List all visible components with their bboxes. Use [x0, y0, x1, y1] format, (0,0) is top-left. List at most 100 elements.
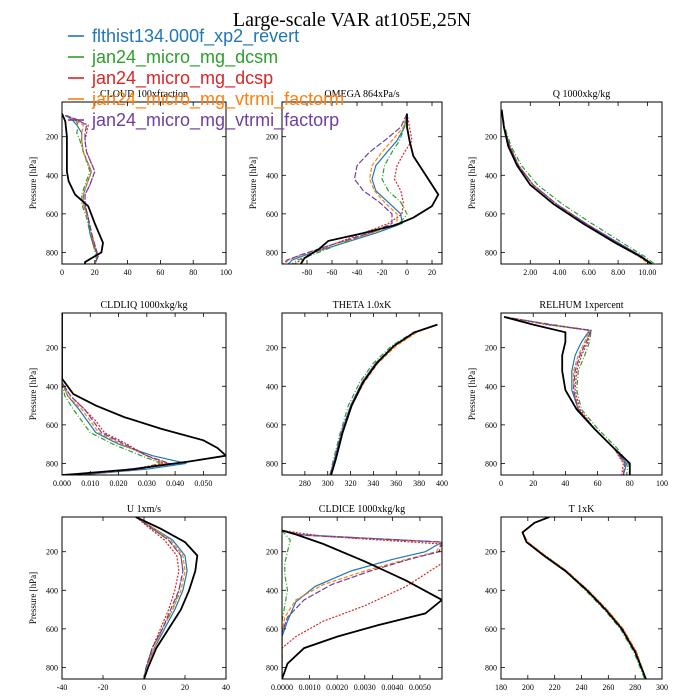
panel-1: 0 20 40 60 80 100 200 400 600 800 Pressure [hPa] CL…	[28, 89, 232, 277]
y-axis-label: Pressure [hPa]	[467, 368, 477, 420]
x-tick-label: 4.00	[553, 268, 567, 277]
series-line-3	[282, 529, 442, 679]
series-line-3	[330, 324, 438, 475]
series-line-6	[330, 323, 438, 475]
y-tick-label: 200	[46, 548, 58, 557]
series-line-6	[503, 316, 631, 475]
x-tick-label: 6.00	[582, 268, 596, 277]
series-line-3	[62, 313, 166, 475]
x-tick-label: 8.00	[611, 268, 625, 277]
plot-frame	[500, 312, 663, 476]
panel-9-lines	[521, 517, 647, 679]
x-tick-label: 60	[156, 268, 164, 277]
panel-5-lines	[329, 323, 438, 475]
panel-7: -40 -20 0 20 40 200 400 600 800 Pressure [hPa] U 1…	[28, 504, 230, 692]
y-axis-label: Pressure [hPa]	[248, 157, 258, 209]
y-axis-label: Pressure [hPa]	[28, 572, 38, 624]
plot-frame	[61, 312, 227, 476]
x-tick-label: -60	[327, 268, 338, 277]
series-line-5	[282, 113, 408, 264]
x-tick-label: 280	[299, 479, 311, 488]
panel-8: 0.0000 0.0010 0.0020 0.0030 0.0040 0.0050 200 4…	[266, 504, 443, 692]
series-line-6	[135, 517, 199, 679]
x-tick-label: 0.050	[194, 479, 212, 488]
y-axis-label: Pressure [hPa]	[467, 157, 477, 209]
panel-6-lines	[503, 316, 631, 475]
series-line-3	[294, 113, 413, 264]
y-tick-label: 600	[266, 421, 278, 430]
x-tick-label: 0	[405, 268, 409, 277]
series-line-2	[135, 517, 184, 679]
x-tick-label: 100	[656, 479, 668, 488]
plot-frame	[281, 516, 443, 680]
series-line-5	[282, 529, 442, 679]
series-line-4	[521, 517, 647, 679]
series-line-5	[521, 517, 647, 679]
series-line-6	[300, 113, 440, 264]
legend-item-5: jan24_micro_mg_vtrmi_factorp	[68, 110, 339, 131]
series-line-1	[135, 517, 188, 679]
series-line-2	[62, 313, 164, 475]
y-tick-label: 600	[485, 421, 497, 430]
series-line-2	[521, 517, 646, 679]
y-tick-label: 800	[485, 459, 497, 468]
legend-label: flthist134.000f_xp2_revert	[92, 26, 299, 47]
y-tick-label: 800	[266, 459, 278, 468]
x-tick-label: 400	[436, 479, 448, 488]
y-tick-label: 400	[46, 586, 58, 595]
y-tick-label: 600	[46, 210, 58, 219]
series-line-6	[282, 529, 442, 679]
y-tick-label: 600	[485, 210, 497, 219]
y-tick-label: 600	[485, 625, 497, 634]
y-tick-label: 200	[266, 548, 278, 557]
x-tick-label: 300	[322, 479, 334, 488]
series-line-1	[282, 529, 442, 679]
x-tick-label: 0.0040	[381, 683, 403, 692]
series-line-1	[62, 313, 187, 475]
x-tick-label: 0.0010	[299, 683, 321, 692]
y-tick-label: 400	[266, 171, 278, 180]
x-tick-label: 0.0030	[354, 683, 376, 692]
series-line-3	[501, 109, 651, 264]
x-tick-label: 0	[499, 479, 503, 488]
panel-7-lines	[135, 517, 199, 679]
series-line-6	[521, 517, 647, 679]
legend-label: jan24_micro_mg_dcsm	[91, 47, 278, 68]
x-tick-label: 20	[181, 683, 189, 692]
legend-label: jan24_micro_mg_vtrmi_factorm	[91, 89, 344, 110]
series-line-1	[521, 517, 647, 679]
x-tick-label: 20	[428, 268, 436, 277]
y-tick-label: 800	[266, 663, 278, 672]
x-tick-label: 0.000	[53, 479, 71, 488]
plot-frame	[61, 101, 227, 265]
x-tick-label: 0.0050	[409, 683, 431, 692]
x-tick-label: -40	[352, 268, 363, 277]
plot-frame	[281, 101, 443, 265]
series-line-4	[62, 313, 169, 475]
y-tick-label: 600	[46, 421, 58, 430]
panel-title: THETA 1.0xK	[333, 300, 392, 311]
y-tick-label: 400	[485, 382, 497, 391]
y-tick-label: 200	[266, 133, 278, 142]
panel-3: 2.00 4.00 6.00 8.00 10.00 200 400 600 800 Pressur…	[467, 89, 663, 277]
series-line-4	[135, 517, 186, 679]
series-line-2	[291, 113, 408, 264]
panel-title: CLOUD 100xfraction	[100, 89, 188, 100]
y-tick-label: 200	[46, 344, 58, 353]
y-tick-label: 400	[485, 171, 497, 180]
y-tick-label: 600	[266, 210, 278, 219]
panel-2-lines	[282, 113, 440, 264]
x-tick-label: 380	[413, 479, 425, 488]
legend-item-2: jan24_micro_mg_dcsm	[68, 47, 278, 68]
x-tick-label: 80	[189, 268, 197, 277]
x-tick-label: 340	[367, 479, 379, 488]
series-line-6	[62, 113, 104, 264]
y-tick-label: 600	[266, 625, 278, 634]
figure-title: Large-scale VAR at105E,25N	[233, 9, 471, 31]
legend-label: jan24_micro_mg_dcsp	[91, 68, 273, 89]
x-tick-label: 40	[561, 479, 569, 488]
x-tick-label: 220	[549, 683, 561, 692]
series-line-4	[282, 529, 442, 679]
